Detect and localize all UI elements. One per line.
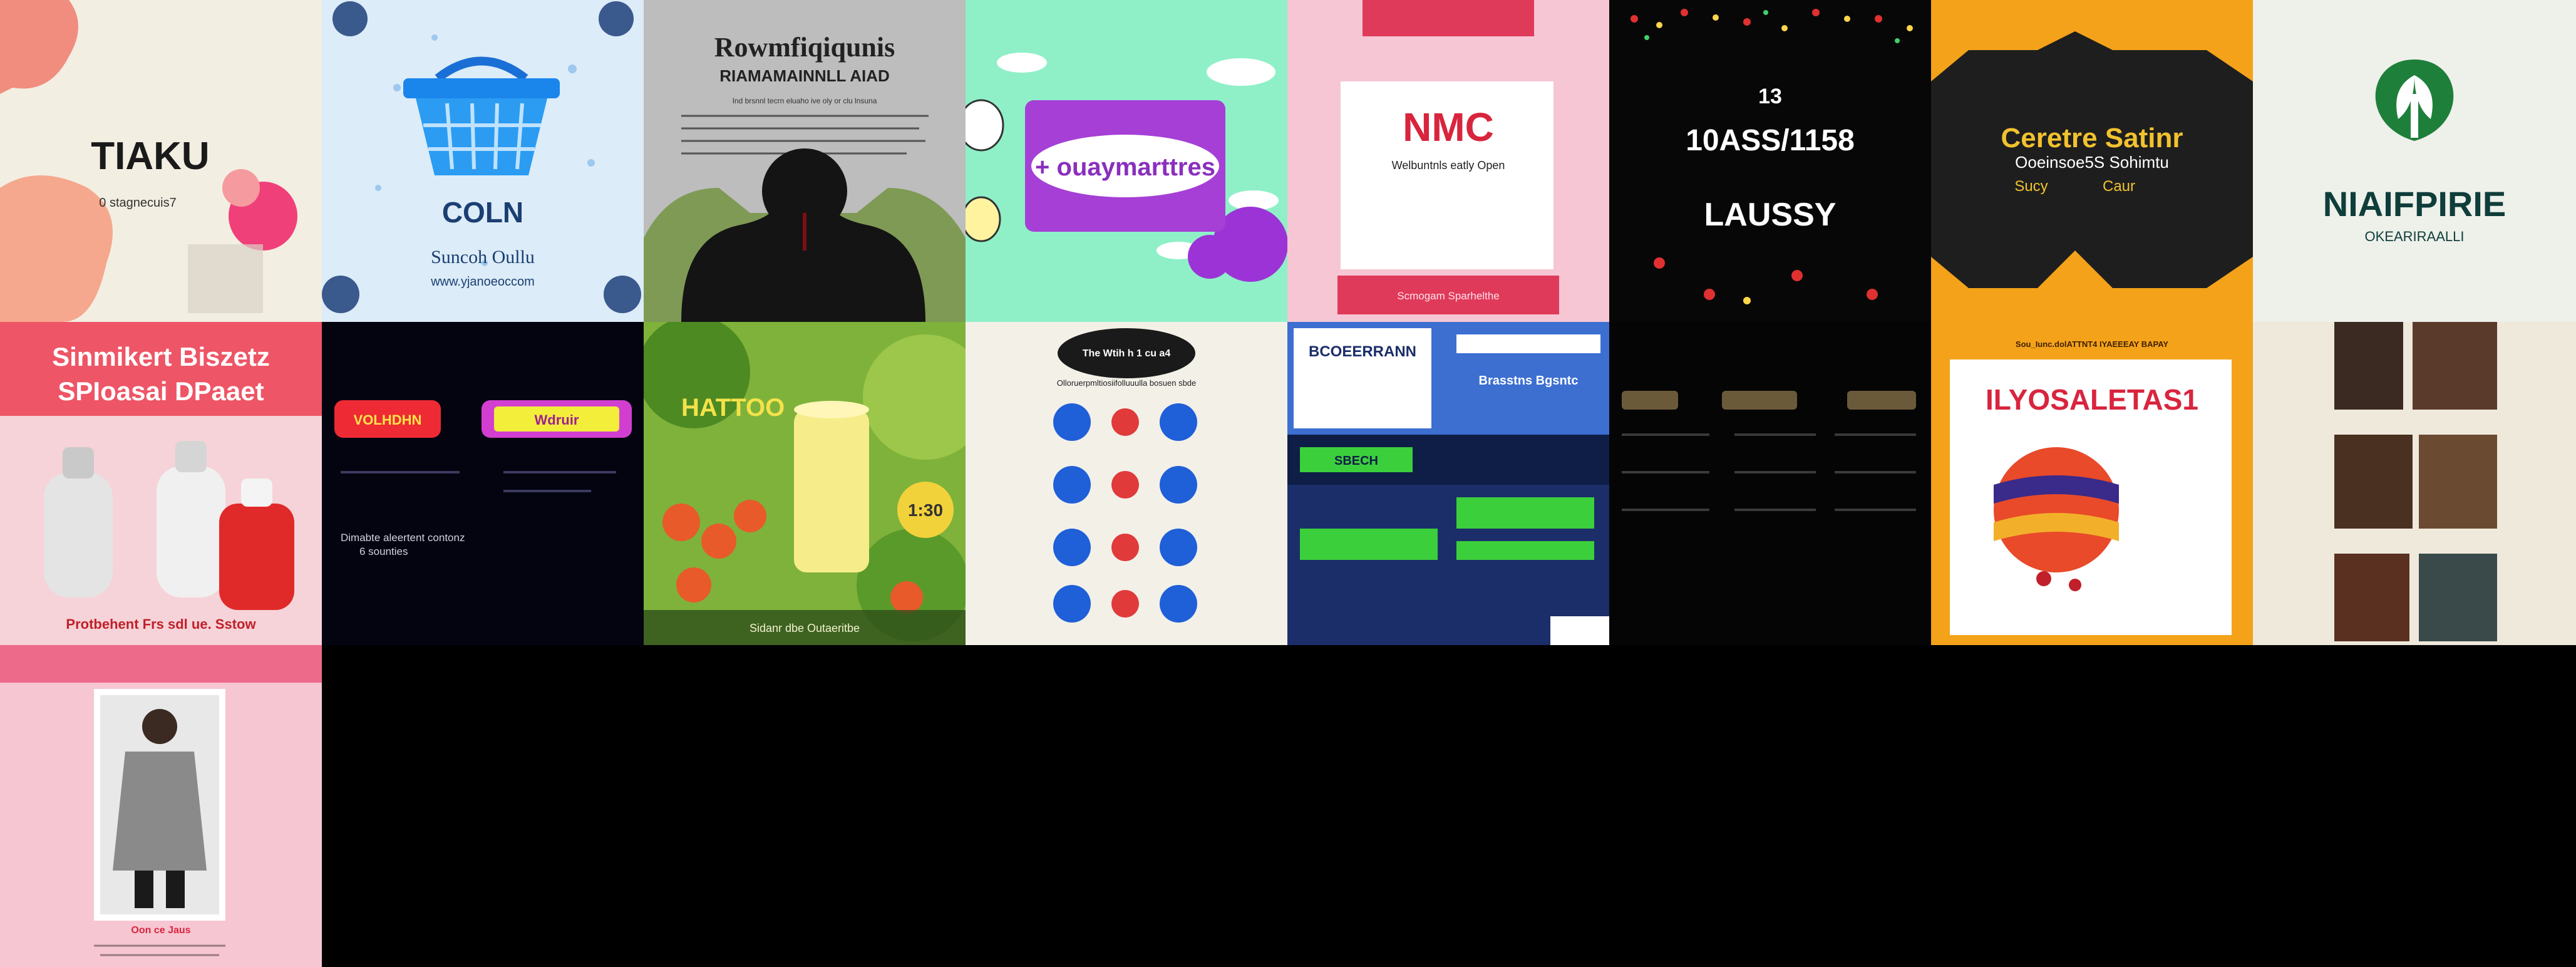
tile-6-line1: 13 <box>1758 85 1782 108</box>
tile-2-title: COLN <box>442 196 523 229</box>
tile-13-label: SBECH <box>1334 454 1378 468</box>
tile-14[interactable] <box>1609 322 1931 645</box>
tile-8-art: NIAIFPIRIE OKEARIRAALLI <box>2253 0 2576 322</box>
tile-7-art: Ceretre Satinr Ooeinsoe5S Sohimtu Sucy C… <box>1931 0 2253 322</box>
tile-5-title: NMC <box>1403 105 1494 150</box>
tile-12[interactable]: The Wtih h 1 cu a4 Olloruerpmltiosiifoll… <box>966 322 1287 645</box>
tile-10-button1: VOLHDHN <box>354 412 422 428</box>
tile-4-art: + ouaymarttres <box>966 0 1287 322</box>
tile-5-art: NMC Welbuntnls eatly Open Scmogam Sparhe… <box>1287 0 1609 322</box>
tile-4[interactable]: + ouaymarttres <box>966 0 1287 322</box>
tile-12-title: The Wtih h 1 cu a4 <box>1083 348 1171 359</box>
tile-17-art: Oon ce Jaus <box>0 645 322 967</box>
tile-16[interactable] <box>2253 322 2576 645</box>
tile-8[interactable]: NIAIFPIRIE OKEARIRAALLI <box>2253 0 2576 322</box>
tile-10-text2: 6 sounties <box>359 546 408 557</box>
tile-11-footer: Sidanr dbe Outaeritbe <box>750 622 860 634</box>
tile-8-subtitle: OKEARIRAALLI <box>2365 229 2465 244</box>
tile-7[interactable]: Ceretre Satinr Ooeinsoe5S Sohimtu Sucy C… <box>1931 0 2253 322</box>
tile-10-art: VOLHDHN Wdruir Dimabte aleertent contonz… <box>322 322 644 645</box>
tile-11-art: HATTOO 1:30 Sidanr dbe Outaeritbe <box>644 322 966 645</box>
tile-15-title: ILYOSALETAS1 <box>1986 383 2198 416</box>
tile-2-art: COLN Suncoh Oullu www.yjanoeoccom <box>322 0 644 322</box>
tile-13-art: BCOEERRANN Brasstns Bgsntc SBECH <box>1287 322 1609 645</box>
empty-area <box>322 645 2576 967</box>
tile-17-title: Oon ce Jaus <box>131 925 190 936</box>
tile-11[interactable]: HATTOO 1:30 Sidanr dbe Outaeritbe <box>644 322 966 645</box>
tile-2[interactable]: COLN Suncoh Oullu www.yjanoeoccom <box>322 0 644 322</box>
tile-9-art: Sinmikert Biszetz SPIoasai DPaaet Protbe… <box>0 322 322 645</box>
tile-15-art: Sou_Iunc.dolATTNT4 IYAEEEAY BAPAY ILYOSA… <box>1931 322 2253 645</box>
plant-logo-icon <box>2375 59 2454 141</box>
tile-14-art <box>1609 322 1931 645</box>
tile-7-tag2: Caur <box>2103 178 2135 195</box>
tile-2-url: www.yjanoeoccom <box>430 275 535 289</box>
tile-9-line1: Sinmikert Biszetz <box>52 342 270 371</box>
tile-1-art: TIAKU 0 stagnecuis7 <box>0 0 322 322</box>
tile-6-line3: LAUSSY <box>1704 197 1837 233</box>
tile-15-header: Sou_Iunc.dolATTNT4 IYAEEEAY BAPAY <box>2016 339 2168 349</box>
tile-1[interactable]: TIAKU 0 stagnecuis7 <box>0 0 322 322</box>
tile-16-art <box>2253 322 2576 645</box>
tile-5[interactable]: NMC Welbuntnls eatly Open Scmogam Sparhe… <box>1287 0 1609 322</box>
tile-3-title: Rowmfiqiqunis <box>714 32 895 63</box>
tile-5-subtitle: Welbuntnls eatly Open <box>1392 159 1505 172</box>
person-figure <box>113 709 207 908</box>
snowflake-icon <box>322 1 641 313</box>
tile-11-badge: 1:30 <box>908 500 943 520</box>
tile-15[interactable]: Sou_Iunc.dolATTNT4 IYAEEEAY BAPAY ILYOSA… <box>1931 322 2253 645</box>
tile-2-subtitle: Suncoh Oullu <box>431 247 535 267</box>
striped-globe-icon <box>1994 447 2119 591</box>
tile-9-footer: Protbehent Frs sdl ue. Sstow <box>66 616 256 632</box>
tile-10-button2: Wdruir <box>535 412 579 428</box>
tile-13-title: BCOEERRANN <box>1309 343 1416 360</box>
tile-4-title: + ouaymarttres <box>1035 153 1215 181</box>
product-bottles <box>44 441 294 610</box>
tile-10[interactable]: VOLHDHN Wdruir Dimabte aleertent contonz… <box>322 322 644 645</box>
tile-1-title: TIAKU <box>91 135 209 178</box>
tile-13-subtitle: Brasstns Bgsntc <box>1479 374 1579 388</box>
tile-6[interactable]: 13 10ASS/1158 LAUSSY <box>1609 0 1931 322</box>
tile-12-art: The Wtih h 1 cu a4 Olloruerpmltiosiifoll… <box>966 322 1287 645</box>
tile-17[interactable]: Oon ce Jaus <box>0 645 322 967</box>
tile-6-line2: 10ASS/1158 <box>1686 124 1855 157</box>
tile-13[interactable]: BCOEERRANN Brasstns Bgsntc SBECH <box>1287 322 1609 645</box>
tile-3-art: Rowmfiqiqunis RIAMAMAINNLL AIAD Ind brsn… <box>644 0 966 322</box>
tile-9[interactable]: Sinmikert Biszetz SPIoasai DPaaet Protbe… <box>0 322 322 645</box>
basket-icon <box>403 56 560 175</box>
unicorn-icon <box>966 99 1004 242</box>
tile-9-line2: SPIoasai DPaaet <box>58 376 264 406</box>
tile-12-subtitle: Olloruerpmltiosiifolluuulla bosuen sbde <box>1057 378 1197 388</box>
tile-3[interactable]: Rowmfiqiqunis RIAMAMAINNLL AIAD Ind brsn… <box>644 0 966 322</box>
tile-8-title: NIAIFPIRIE <box>2323 184 2506 224</box>
tile-3-subtitle: RIAMAMAINNLL AIAD <box>719 66 890 85</box>
tile-7-tag1: Sucy <box>2014 178 2048 195</box>
tile-6-art: 13 10ASS/1158 LAUSSY <box>1609 0 1931 322</box>
tile-7-title: Ceretre Satinr <box>2001 123 2183 153</box>
tile-3-body: Ind brsnnl tecrn eluaho ive oly or clu l… <box>733 96 877 105</box>
tile-10-text1: Dimabte aleertent contonz <box>341 532 465 544</box>
tile-11-title: HATTOO <box>681 394 785 421</box>
tile-5-footer: Scmogam Sparhelthe <box>1397 290 1499 302</box>
tile-1-subtitle: 0 stagnecuis7 <box>99 196 176 210</box>
tile-7-subtitle: Ooeinsoe5S Sohimtu <box>2015 153 2169 172</box>
